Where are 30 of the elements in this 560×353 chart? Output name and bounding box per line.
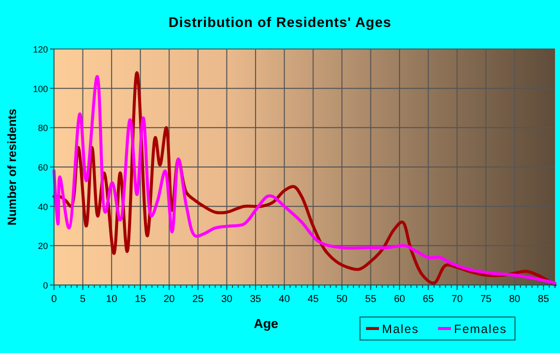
legend-label: Males [382, 322, 420, 336]
x-tick-label: 20 [164, 294, 176, 305]
x-tick-label: 70 [452, 294, 464, 305]
x-tick-label: 15 [134, 294, 146, 305]
x-tick-label: 65 [422, 294, 434, 305]
y-tick-label: 40 [38, 202, 48, 212]
x-tick-label: 45 [308, 294, 320, 305]
x-tick-label: 25 [192, 294, 204, 305]
x-tick-label: 80 [509, 294, 521, 305]
x-tick-label: 0 [51, 294, 58, 305]
y-tick-label: 120 [32, 44, 48, 54]
y-tick-label: 0 [42, 280, 48, 290]
x-tick-label: 40 [278, 294, 290, 305]
x-tick-label: 60 [394, 294, 406, 305]
x-axis-title: Age [254, 316, 278, 331]
y-tick-label: 100 [32, 84, 48, 94]
x-tick-label: 35 [250, 294, 262, 305]
y-axis-title: Number of residents [5, 108, 19, 226]
y-tick-label: 80 [38, 123, 48, 134]
chart-title: Distribution of Residents' Ages [168, 14, 392, 30]
y-tick-label: 20 [38, 241, 48, 252]
legend-label: Females [454, 322, 508, 336]
y-tick-label: 60 [38, 162, 48, 172]
x-tick-label: 30 [221, 294, 233, 305]
x-tick-label: 85 [538, 294, 550, 305]
x-tick-label: 75 [480, 294, 492, 305]
x-tick-label: 10 [106, 294, 118, 305]
x-tick-label: 55 [365, 294, 377, 305]
x-tick-label: 50 [336, 294, 348, 305]
x-tick-label: 5 [80, 294, 86, 305]
